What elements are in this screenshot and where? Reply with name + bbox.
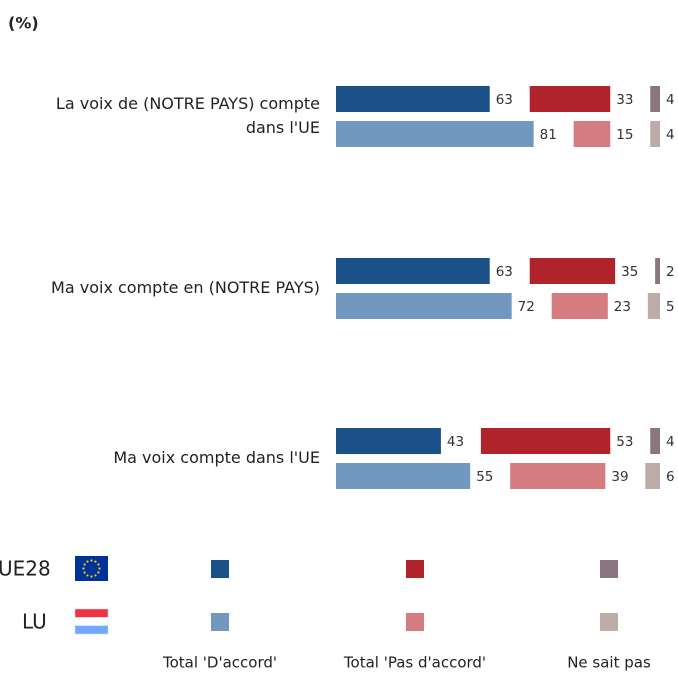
value-label: 55 [476,469,493,485]
legend-swatch [211,613,229,631]
bar [529,86,611,112]
legend-label: Total 'Pas d'accord' [343,654,486,672]
bar [650,86,660,112]
star [97,571,100,574]
value-label: 4 [666,434,675,450]
value-label: 2 [666,264,675,280]
bar [336,463,471,489]
star [90,575,93,578]
legend-swatch [406,560,424,578]
star [82,567,85,570]
star [94,574,97,577]
bar [650,428,660,454]
star [94,560,97,563]
bar [336,86,490,112]
star [90,559,93,562]
category-label: Ma voix compte en (NOTRE PAYS) [51,278,320,297]
bar [480,428,611,454]
legend-swatch [406,613,424,631]
bar [336,258,490,284]
category-label: La voix de (NOTRE PAYS) compte [56,94,320,113]
legend-label: Total 'D'accord' [162,654,277,672]
star [83,563,86,566]
value-label: 53 [616,434,633,450]
lu-flag [74,608,109,635]
bar [336,121,534,147]
legend-label: Ne sait pas [567,654,651,672]
bar [645,463,660,489]
star [97,563,100,566]
bar [650,121,660,147]
value-label: 5 [666,299,675,315]
bar [647,293,660,319]
value-label: 63 [496,264,513,280]
legend-swatch [211,560,229,578]
bar [336,293,512,319]
value-label: 39 [611,469,628,485]
value-label: 33 [616,92,633,108]
value-label: 4 [666,92,675,108]
value-label: 35 [621,264,638,280]
subtitle: (%) [8,14,39,33]
value-label: 6 [666,469,675,485]
star [86,560,89,563]
bar [551,293,608,319]
bar [529,258,616,284]
value-label: 43 [447,434,464,450]
category-label: dans l'UE [246,118,320,137]
eu-flag [75,556,108,581]
value-label: 23 [614,299,631,315]
legend-country: LU [22,610,47,634]
value-label: 4 [666,127,675,143]
bar [573,121,611,147]
star [98,567,101,570]
legend-swatch [600,613,618,631]
bar [655,258,660,284]
star [86,574,89,577]
category-label: Ma voix compte dans l'UE [113,448,320,467]
value-label: 63 [496,92,513,108]
value-label: 72 [518,299,535,315]
bar [336,428,441,454]
star [83,571,86,574]
value-label: 15 [616,127,633,143]
bar [510,463,606,489]
legend-country: UE28 [0,557,51,581]
value-label: 81 [540,127,557,143]
legend-swatch [600,560,618,578]
